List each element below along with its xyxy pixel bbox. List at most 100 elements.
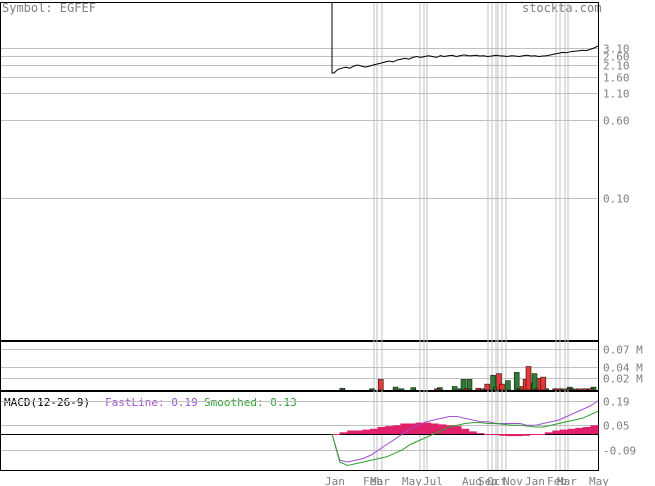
- macd-smoothed-label: Smoothed: 0.13: [204, 396, 297, 409]
- volume-bar-down: [576, 388, 582, 391]
- volume-bar-up: [451, 386, 458, 391]
- volume-bar-up: [392, 386, 399, 391]
- macd-histogram-bar: [415, 422, 424, 434]
- x-axis-label: Feb: [363, 475, 383, 486]
- macd-histogram-bar: [514, 434, 523, 437]
- macd-histogram-bar: [453, 426, 462, 434]
- macd-histogram-bar: [461, 428, 470, 435]
- macd-histogram-bar: [362, 429, 371, 434]
- volume-bar-up: [410, 387, 417, 391]
- volume-tick-label: 0.07 M: [603, 344, 643, 357]
- x-axis-label: Feb: [547, 475, 567, 486]
- volume-bar-up: [369, 388, 375, 391]
- macd-histogram-bar: [499, 434, 508, 436]
- volume-bar-down: [378, 379, 384, 391]
- macd-title: MACD(12-26-9): [4, 396, 91, 409]
- macd-histogram-bar: [537, 434, 546, 435]
- x-axis-label: Jul: [423, 475, 443, 486]
- volume-bar-down: [525, 366, 532, 391]
- macd-smoothed-line: [331, 410, 599, 467]
- macd-histogram-bar: [408, 423, 416, 434]
- volume-bar-up: [570, 388, 576, 391]
- price-tick-label: 1.60: [603, 72, 630, 85]
- symbol-label: Symbol: EGFEF: [2, 1, 96, 15]
- x-axis-label: Sep: [478, 475, 498, 486]
- volume-bar-down: [484, 383, 490, 391]
- price-tick-label: 2.10: [603, 60, 630, 73]
- price-tick-label: 0.10: [603, 193, 630, 206]
- macd-histogram-bar: [438, 424, 447, 434]
- volume-bar-up: [339, 387, 346, 391]
- macd-panel-frame: [0, 391, 599, 471]
- volume-tick-label: 0.02 M: [603, 373, 643, 386]
- volume-bar-down: [434, 388, 440, 391]
- macd-tick-label: -0.09: [603, 445, 636, 458]
- volume-bar-down: [496, 373, 502, 391]
- macd-histogram-bar: [347, 430, 356, 434]
- macd-histogram-bar: [491, 434, 500, 435]
- price-tick-label: 1.10: [603, 88, 630, 101]
- macd-histogram-bar: [476, 433, 485, 435]
- volume-bar-down: [555, 388, 561, 391]
- volume-bar-up: [466, 379, 473, 391]
- volume-bar-up: [513, 372, 520, 391]
- volume-bar-down: [499, 383, 505, 391]
- x-axis-label: Oct: [487, 475, 507, 486]
- volume-bar-down: [564, 388, 570, 391]
- x-axis-label: Nov: [503, 475, 523, 486]
- macd-histogram-bar: [468, 431, 477, 434]
- macd-histogram-bar: [552, 430, 561, 434]
- volume-bar-up: [460, 379, 467, 391]
- brand-link[interactable]: stockta.com: [522, 1, 602, 15]
- macd-histogram-bar: [377, 427, 386, 434]
- macd-histogram-bar: [484, 434, 492, 435]
- x-axis-label: May: [402, 475, 422, 486]
- x-axis-label: Jan: [325, 475, 345, 486]
- macd-tick-label: 0.19: [603, 396, 630, 409]
- volume-panel-frame: [0, 341, 599, 391]
- x-axis-label: May: [589, 475, 609, 486]
- macd-fast-line: [331, 400, 599, 463]
- macd-histogram-bar: [544, 432, 553, 435]
- volume-bar-down: [475, 387, 482, 391]
- macd-histogram-bar: [423, 422, 432, 434]
- macd-histogram-bar: [354, 430, 363, 434]
- x-axis-label: Mar: [557, 475, 577, 486]
- volume-tick-label: 0.04 M: [603, 362, 643, 375]
- volume-bar-down: [540, 376, 547, 391]
- x-axis-label: Mar: [370, 475, 390, 486]
- macd-fast-label: FastLine: 0.19: [105, 396, 198, 409]
- volume-bar-down: [587, 388, 594, 391]
- macd-histogram-bar: [339, 432, 348, 435]
- volume-bar-up: [505, 380, 511, 391]
- x-axis-label: Jan: [525, 475, 545, 486]
- volume-bar-up: [531, 373, 538, 391]
- price-line: [331, 2, 599, 74]
- macd-histogram-bar: [582, 427, 591, 434]
- macd-histogram-bar: [332, 434, 340, 435]
- macd-histogram-bar: [446, 425, 454, 435]
- macd-histogram-bar: [506, 434, 515, 437]
- x-axis-label: Aug: [462, 475, 482, 486]
- macd-histogram-bar: [529, 434, 538, 435]
- macd-histogram-bar: [385, 426, 394, 434]
- macd-histogram-bar: [370, 428, 378, 435]
- volume-bar-down: [581, 388, 588, 391]
- macd-histogram-bar: [575, 427, 584, 434]
- macd-tick-label: 0.05: [603, 420, 630, 433]
- price-tick-label: 0.60: [603, 115, 630, 128]
- macd-histogram-bar: [400, 423, 409, 434]
- volume-bar-up: [398, 388, 405, 391]
- price-panel-frame: [0, 2, 599, 341]
- macd-histogram-bar: [560, 429, 568, 434]
- macd-histogram-bar: [392, 425, 401, 435]
- price-tick-label: 3.10: [603, 43, 630, 56]
- volume-bar-up: [490, 375, 496, 391]
- price-tick-label: 2.60: [603, 51, 630, 64]
- macd-histogram-bar: [567, 428, 576, 435]
- volume-bar-down: [463, 388, 470, 391]
- macd-histogram-bar: [430, 423, 439, 434]
- macd-histogram-bar: [590, 425, 599, 435]
- macd-histogram-bar: [522, 434, 530, 436]
